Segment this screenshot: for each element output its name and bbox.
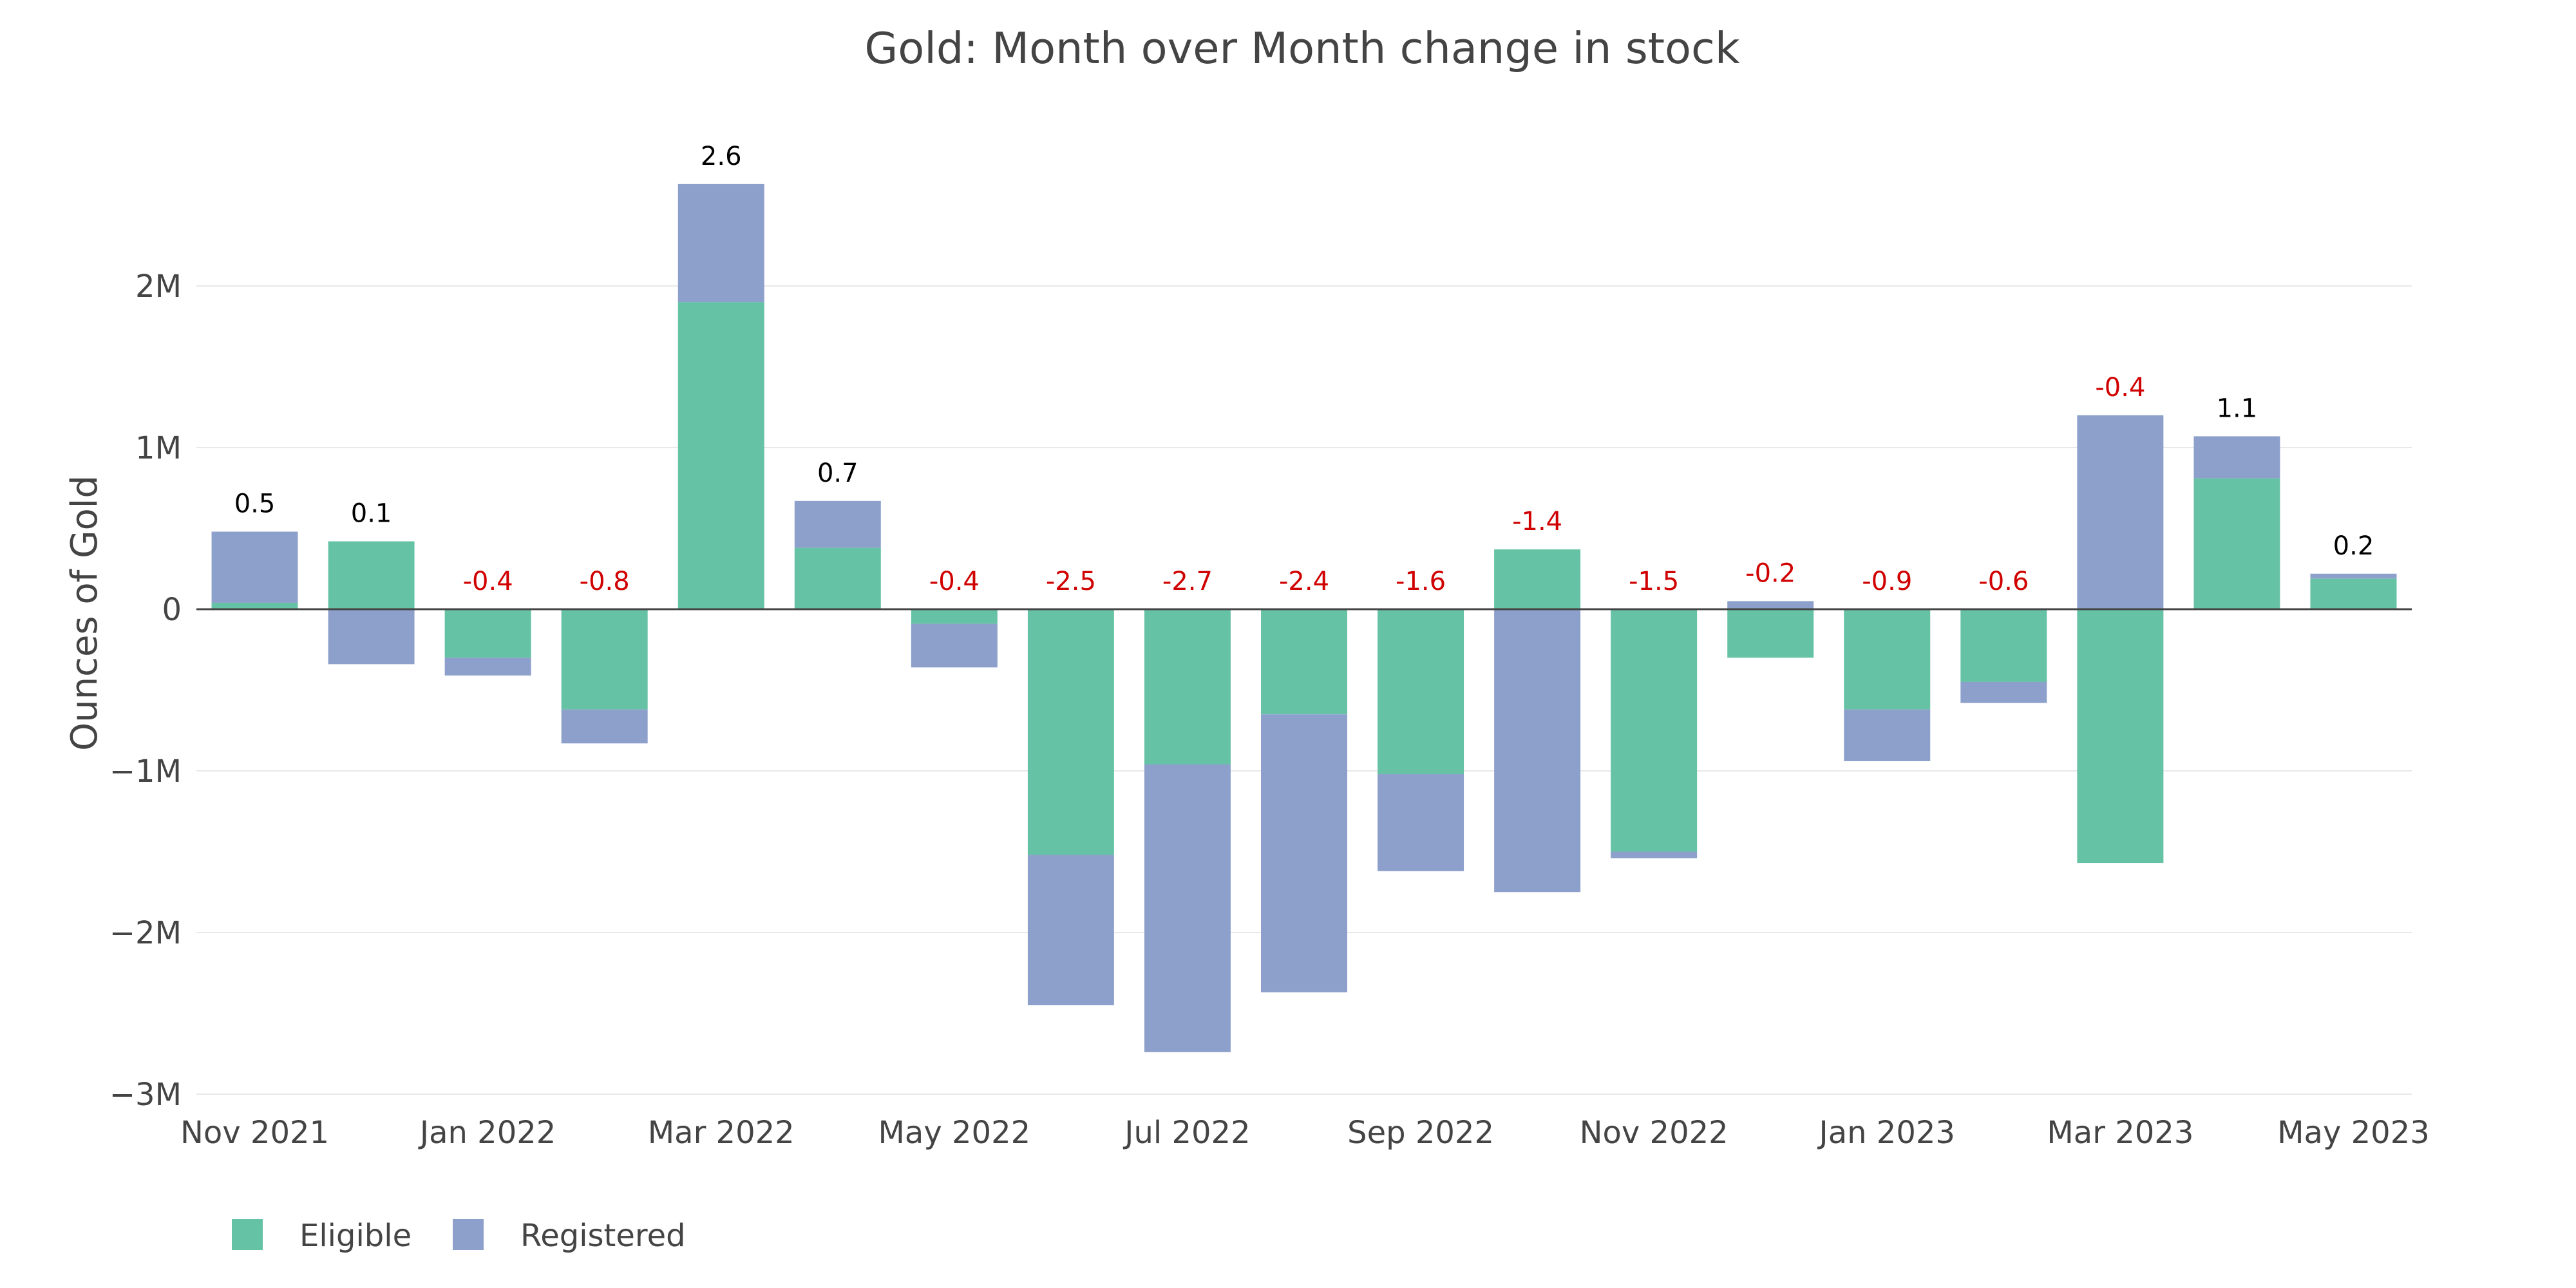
x-tick-label: Jul 2022 [1122, 1115, 1250, 1151]
y-tick-label: 0 [162, 592, 182, 628]
bar-eligible-apr-2023 [2193, 478, 2280, 609]
total-label: -0.4 [2095, 373, 2145, 402]
bars [211, 184, 2397, 1052]
x-tick-label: Sep 2022 [1347, 1115, 1494, 1151]
legend-swatch-eligible[interactable] [232, 1219, 263, 1250]
bar-eligible-oct-2022 [1494, 549, 1581, 609]
total-label: -2.5 [1046, 567, 1096, 596]
bar-registered-aug-2022 [1261, 714, 1347, 992]
bar-registered-oct-2022 [1494, 609, 1581, 893]
bar-eligible-dec-2022 [1727, 609, 1814, 658]
bar-registered-nov-2022 [1611, 851, 1698, 858]
total-label: -0.9 [1862, 567, 1912, 596]
legend[interactable]: Eligible Registered [232, 1218, 686, 1254]
total-label: 0.7 [817, 459, 858, 488]
y-tick-label: 1M [135, 430, 182, 466]
total-label: -0.2 [1745, 558, 1795, 588]
total-label: 1.1 [2217, 393, 2258, 423]
legend-swatch-registered[interactable] [453, 1219, 484, 1250]
bar-eligible-apr-2022 [794, 547, 881, 609]
bar-eligible-nov-2021 [211, 602, 298, 609]
bar-eligible-dec-2021 [328, 541, 415, 609]
x-tick-label: Nov 2022 [1580, 1115, 1728, 1151]
bar-registered-apr-2023 [2193, 436, 2280, 478]
bar-eligible-jan-2022 [444, 609, 531, 658]
x-tick-label: May 2023 [2277, 1115, 2430, 1151]
bar-registered-mar-2023 [2077, 415, 2164, 609]
y-tick-label: −2M [109, 915, 182, 951]
x-tick-label: Jan 2023 [1817, 1115, 1955, 1151]
bar-registered-jun-2022 [1027, 855, 1114, 1005]
bar-registered-jul-2022 [1144, 764, 1231, 1052]
total-label: -2.7 [1162, 567, 1213, 596]
total-label: -0.6 [1978, 567, 2029, 596]
total-label: -0.4 [929, 567, 980, 596]
bar-eligible-jan-2023 [1844, 609, 1931, 710]
bar-eligible-feb-2022 [561, 609, 648, 710]
total-label: 0.2 [2333, 531, 2374, 561]
bar-registered-jan-2022 [444, 658, 531, 676]
bar-registered-sep-2022 [1378, 774, 1464, 871]
bar-eligible-jul-2022 [1144, 609, 1231, 764]
x-tick-label: May 2022 [878, 1115, 1031, 1151]
bar-registered-dec-2022 [1727, 601, 1814, 609]
bar-eligible-mar-2023 [2077, 609, 2164, 864]
y-tick-label: 2M [135, 269, 182, 305]
total-label: -1.4 [1512, 507, 1562, 536]
total-label: -1.6 [1396, 567, 1446, 596]
total-label: -0.8 [580, 567, 630, 596]
total-label: 0.5 [234, 489, 276, 519]
x-tick-label: Mar 2023 [2047, 1115, 2193, 1151]
bar-eligible-nov-2022 [1611, 609, 1698, 852]
total-labels: 0.5 0.1 -0.4 -0.8 2.6 0.7 -0.4 -2.5 -2.7 -2.4 -1.6… [234, 142, 2374, 596]
total-label: -0.4 [463, 567, 513, 596]
x-tick-label: Mar 2022 [648, 1115, 795, 1151]
bar-registered-nov-2021 [211, 531, 298, 603]
bar-eligible-sep-2022 [1378, 609, 1464, 775]
y-axis-label: Ounces of Gold [64, 475, 106, 751]
bar-eligible-aug-2022 [1261, 609, 1347, 715]
y-tick-label: −3M [109, 1077, 182, 1113]
bar-eligible-jun-2022 [1027, 609, 1114, 855]
legend-label-registered[interactable]: Registered [520, 1218, 686, 1254]
bar-registered-may-2023 [2310, 573, 2397, 579]
bar-eligible-may-2022 [911, 609, 998, 624]
total-label: 0.1 [351, 499, 392, 529]
bar-registered-may-2022 [911, 623, 998, 668]
total-label: -1.5 [1629, 567, 1679, 596]
bar-eligible-feb-2023 [1960, 609, 2047, 682]
bar-registered-apr-2022 [794, 500, 881, 548]
y-tick-label: −1M [109, 753, 182, 790]
bar-registered-mar-2022 [677, 184, 764, 303]
bar-eligible-may-2023 [2310, 578, 2397, 609]
bar-registered-jan-2023 [1844, 709, 1931, 761]
y-axis-ticks: 2M 1M 0 −1M −2M −3M [109, 269, 182, 1113]
x-tick-label: Nov 2021 [180, 1115, 329, 1151]
x-tick-label: Jan 2022 [418, 1115, 556, 1151]
chart-title: Gold: Month over Month change in stock [864, 23, 1739, 73]
bar-registered-feb-2023 [1960, 681, 2047, 703]
bar-registered-dec-2021 [328, 609, 415, 665]
total-label: 2.6 [701, 142, 742, 171]
legend-label-eligible[interactable]: Eligible [299, 1218, 412, 1254]
bar-registered-feb-2022 [561, 709, 648, 744]
total-label: -2.4 [1279, 567, 1329, 596]
bar-eligible-mar-2022 [677, 302, 764, 609]
x-axis-ticks: Nov 2021 Jan 2022 Mar 2022 May 2022 Jul 2022… [180, 1115, 2430, 1151]
